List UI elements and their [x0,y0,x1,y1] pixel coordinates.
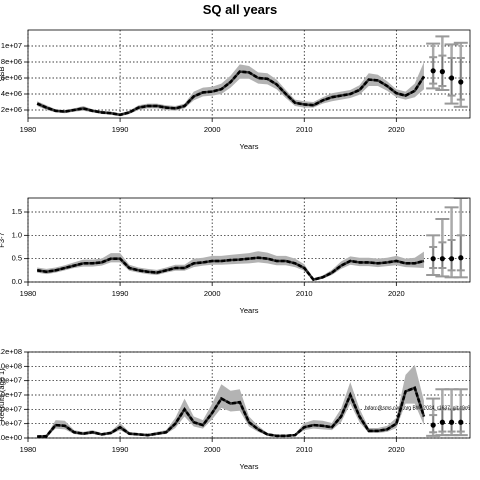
y-tick-label: 2e+06 [1,105,22,114]
ssb-x-axis-title: Years [240,142,259,151]
x-tick-label: 1990 [112,125,129,134]
y-tick-label: 0.5 [12,254,22,263]
f-y-axis-title: F3-7 [0,232,6,247]
f-projection-point [439,256,445,262]
x-tick-label: 2000 [204,125,221,134]
panel-recruits: 1980 1990 2000 2010 2020 0.0e+00 2.0e+07 4.0e+0… [0,347,471,471]
x-tick-label: 2000 [204,289,221,298]
ssb-plot-frame [27,29,471,119]
y-tick-label: 4.0e+07 [0,404,22,413]
recruits-y-axis-title: Recruits (age 1) [0,368,6,422]
x-tick-label: 2010 [296,289,313,298]
x-tick-label: 1990 [112,445,129,454]
y-tick-label: 1.2e+08 [0,347,22,356]
y-tick-label: 6e+06 [1,73,22,82]
annotation-text: bdarc@sms.com.org BW_2024_r1637, git:c9c… [365,405,470,411]
x-tick-label: 2000 [204,445,221,454]
recruits-projection-point [430,422,436,428]
y-tick-label: 1e+07 [1,41,22,50]
y-tick-label: 4e+06 [1,89,22,98]
panel-fishing-mortality: 1980 1990 2000 2010 2020 0.0 0.5 1.0 1.5 Years F3-… [0,197,471,315]
ssb-projection-point [458,79,464,85]
ssb-median-dashes [36,70,426,117]
y-tick-label: 8e+06 [1,57,22,66]
x-tick-label: 2020 [388,125,405,134]
x-tick-label: 2020 [388,289,405,298]
recruits-projection-point [439,419,445,425]
f-projection-point [458,255,464,261]
f-plot-frame [27,197,471,283]
y-tick-label: 1.0 [12,230,22,239]
recruits-projection-point [458,419,464,425]
recruits-confidence-band [37,364,424,437]
x-tick-label: 2010 [296,125,313,134]
y-tick-label: 1.0e+08 [0,361,22,370]
ssb-confidence-band [37,62,424,117]
recruits-median-dashes [37,386,426,438]
y-tick-label: 0.0e+00 [0,433,22,442]
ssb-projection-point [439,69,445,75]
panel-ssb: 1980 1990 2000 2010 2020 2e+06 4e+06 6e+06 8e+06… [0,29,471,151]
recruits-x-axis-title: Years [240,462,259,471]
y-tick-label: 8.0e+07 [0,376,22,385]
f-confidence-band [37,251,424,281]
f-x-axis-title: Years [240,306,259,315]
x-tick-label: 1980 [20,125,37,134]
ssb-projection-point [448,75,455,81]
f-projection-point [448,256,455,262]
chart-title: SQ all years [202,2,278,17]
x-tick-label: 2020 [388,445,405,454]
x-tick-label: 1980 [20,445,37,454]
ssb-y-axis-title: SSB [0,66,6,81]
y-tick-label: 0.0 [12,277,22,286]
f-median-dashes [37,256,425,282]
f-projection-point [430,256,436,262]
ssb-projection-point [430,68,436,74]
x-tick-label: 2010 [296,445,313,454]
y-tick-label: 1.5 [12,207,22,216]
y-tick-label: 2.0e+07 [0,419,22,428]
y-tick-label: 6.0e+07 [0,390,22,399]
x-tick-label: 1980 [20,289,37,298]
recruits-projection-point [448,419,455,425]
x-tick-label: 1990 [112,289,129,298]
